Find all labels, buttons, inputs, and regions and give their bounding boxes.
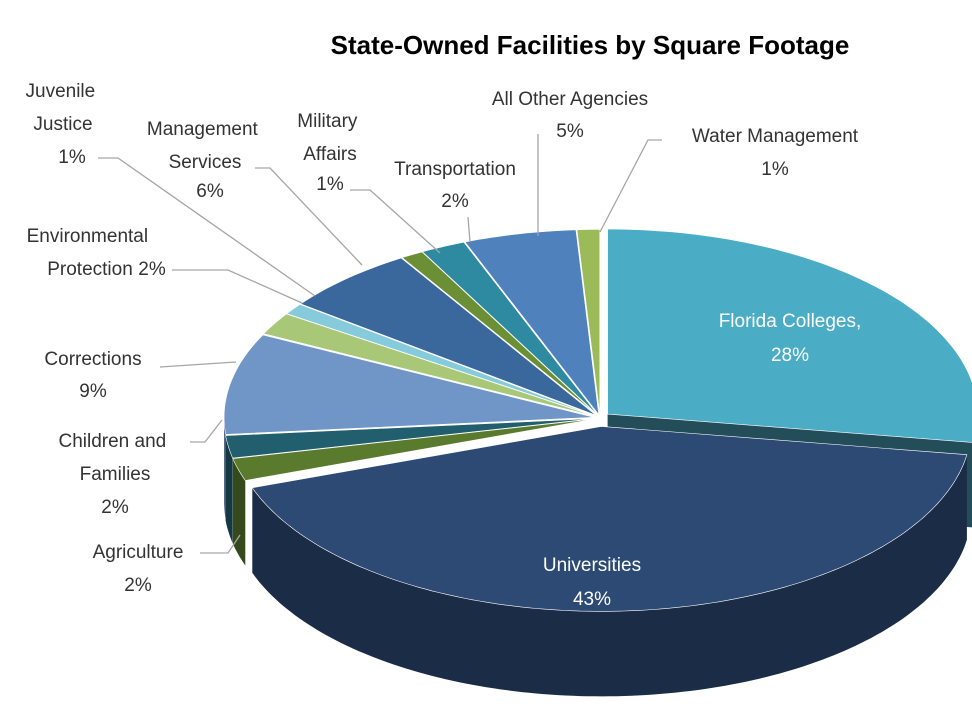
leader-line (159, 361, 237, 368)
slice (232, 418, 595, 481)
slice (607, 228, 972, 443)
data-label-value: 1% (761, 159, 789, 180)
leader-line (467, 216, 471, 243)
slice (576, 229, 601, 415)
data-label-value: 1% (316, 174, 344, 195)
leader-line (350, 189, 441, 254)
leader-line (172, 269, 303, 304)
data-label-name: Children and Families (58, 431, 171, 485)
leader-line (190, 419, 223, 443)
data-label-value: 2% (441, 191, 469, 212)
data-label-name: Military Affairs (297, 111, 362, 165)
slice (251, 426, 968, 612)
data-label-name: Juvenile Justice (26, 81, 101, 135)
slice (225, 418, 595, 459)
data-label-value: 5% (556, 121, 584, 142)
slice-side (225, 435, 233, 544)
data-label-value: 2% (101, 497, 129, 518)
slice (263, 313, 595, 417)
data-label-name: Corrections (44, 349, 141, 370)
data-label-name: Universities (543, 555, 641, 576)
leader-line (599, 139, 662, 233)
leader-line (98, 157, 316, 297)
data-label-value: 43% (573, 589, 611, 610)
leader-line (255, 167, 363, 266)
slice-side (252, 454, 967, 697)
data-label-value: 9% (79, 381, 107, 402)
data-label-name: Management Services (147, 119, 263, 173)
data-label-value: 2% (138, 259, 166, 280)
data-label-value: 28% (771, 345, 809, 366)
data-label-name: All Other Agencies (492, 89, 648, 110)
slice-side (224, 417, 226, 520)
data-label-name: Agriculture (93, 542, 184, 563)
slice (223, 334, 595, 435)
slice-side (232, 458, 246, 566)
chart-title: State-Owned Facilities by Square Footage (331, 30, 850, 60)
slice (464, 229, 600, 416)
leader-line (200, 534, 241, 554)
data-label-value: 1% (58, 147, 86, 168)
data-label-name: Florida Colleges, (719, 311, 862, 332)
slice (300, 257, 597, 416)
data-label-name: Water Management (692, 126, 859, 147)
data-label-value: 6% (196, 181, 224, 202)
slice (421, 241, 598, 415)
slice (286, 304, 596, 417)
slice (401, 251, 598, 416)
data-label-name: Transportation (394, 159, 516, 180)
data-label-name: Environmental Protection (27, 226, 154, 280)
data-label-value: 2% (124, 575, 152, 596)
